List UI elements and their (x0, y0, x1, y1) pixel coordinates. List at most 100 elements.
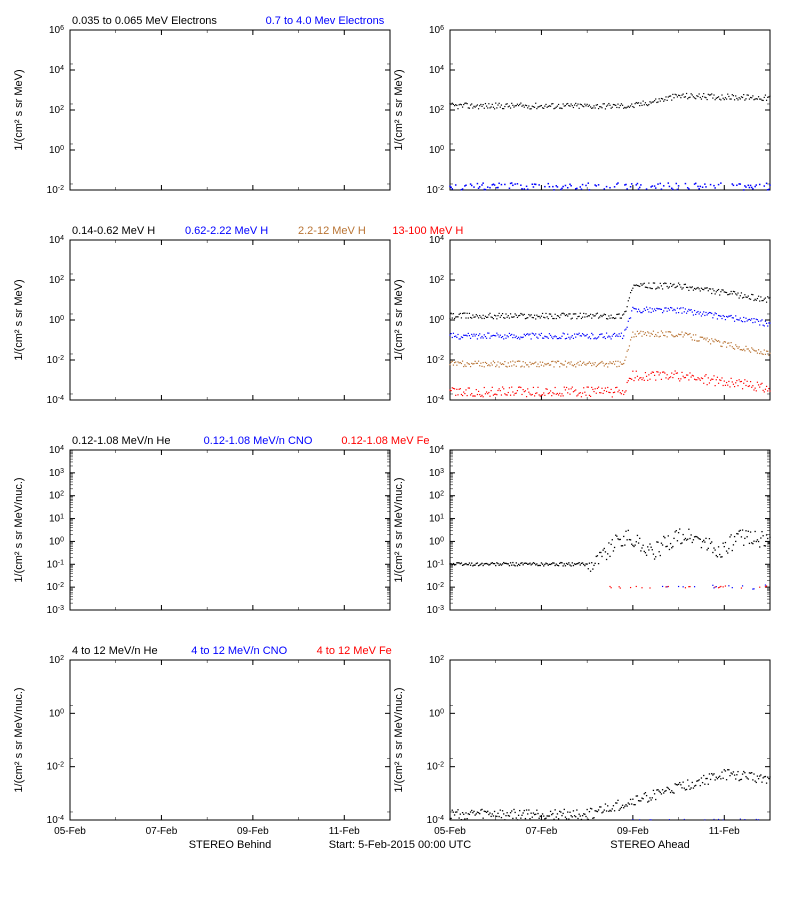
data-point (576, 563, 577, 564)
data-point (648, 311, 649, 312)
data-point (529, 315, 530, 316)
y-tick-label: 102 (49, 275, 64, 287)
data-point (513, 564, 514, 565)
data-point (625, 390, 626, 391)
data-point (564, 809, 565, 810)
data-point (757, 319, 758, 320)
data-point (654, 100, 655, 101)
data-point (597, 337, 598, 338)
data-point (575, 103, 576, 104)
data-point (498, 565, 499, 566)
data-point (732, 94, 733, 95)
data-point (592, 818, 593, 819)
data-point (721, 289, 722, 290)
data-point (741, 381, 742, 382)
data-point (571, 318, 572, 319)
data-point (491, 390, 492, 391)
data-point (651, 819, 652, 820)
data-point (600, 315, 601, 316)
data-point (479, 315, 480, 316)
data-point (731, 315, 732, 316)
data-point (768, 322, 769, 323)
data-point (744, 819, 745, 820)
data-point (694, 340, 695, 341)
data-point (508, 315, 509, 316)
data-point (624, 392, 625, 393)
data-point (561, 562, 562, 563)
data-point (471, 318, 472, 319)
data-point (536, 810, 537, 811)
data-point (638, 379, 639, 380)
data-point (686, 374, 687, 375)
data-point (765, 389, 766, 390)
data-point (582, 333, 583, 334)
data-point (761, 319, 762, 320)
data-point (549, 815, 550, 816)
data-point (574, 390, 575, 391)
y-tick-label: 100 (49, 145, 64, 157)
data-point (692, 311, 693, 312)
data-point (489, 365, 490, 366)
data-point (595, 107, 596, 108)
data-point (582, 184, 584, 186)
data-point (755, 98, 756, 99)
data-point (515, 105, 516, 106)
data-point (708, 94, 709, 95)
data-point (611, 315, 612, 316)
data-point (526, 318, 527, 319)
data-point (542, 313, 543, 314)
data-point (561, 313, 562, 314)
data-point (524, 563, 525, 564)
data-point (729, 345, 730, 346)
data-point (523, 389, 524, 390)
data-point (639, 311, 640, 312)
data-point (648, 549, 649, 550)
data-point (582, 317, 583, 318)
data-point (479, 564, 480, 565)
data-point (633, 546, 634, 547)
data-point (758, 349, 759, 350)
data-point (524, 188, 526, 190)
data-point (452, 317, 453, 318)
data-point (589, 811, 590, 812)
data-point (566, 104, 567, 105)
data-point (766, 782, 767, 783)
data-point (492, 387, 493, 388)
data-point (697, 377, 698, 378)
data-point (473, 186, 475, 188)
data-point (667, 100, 668, 101)
data-point (718, 546, 719, 547)
data-point (471, 562, 472, 563)
data-point (562, 186, 564, 188)
data-point (511, 334, 512, 335)
data-point (612, 539, 613, 540)
data-point (607, 104, 608, 105)
data-point (641, 797, 642, 798)
data-point (503, 388, 504, 389)
data-point (765, 586, 766, 587)
data-point (685, 789, 686, 790)
data-point (688, 529, 689, 530)
data-point (607, 805, 608, 806)
y-tick-label: 10-2 (47, 582, 64, 594)
data-point (570, 565, 571, 566)
data-point (586, 809, 587, 810)
data-point (668, 96, 669, 97)
data-point (649, 379, 650, 380)
data-point (719, 315, 720, 316)
y-tick-label: 100 (49, 708, 64, 720)
data-point (684, 819, 685, 820)
data-point (759, 775, 760, 776)
data-point (676, 373, 677, 374)
data-point (708, 377, 709, 378)
data-point (521, 562, 522, 563)
panel-frame (70, 240, 390, 400)
data-point (478, 317, 479, 318)
data-point (660, 309, 661, 310)
data-point (619, 366, 620, 367)
data-point (702, 541, 703, 542)
data-point (520, 818, 521, 819)
data-point (752, 294, 753, 295)
data-point (719, 99, 720, 100)
data-point (687, 375, 688, 376)
